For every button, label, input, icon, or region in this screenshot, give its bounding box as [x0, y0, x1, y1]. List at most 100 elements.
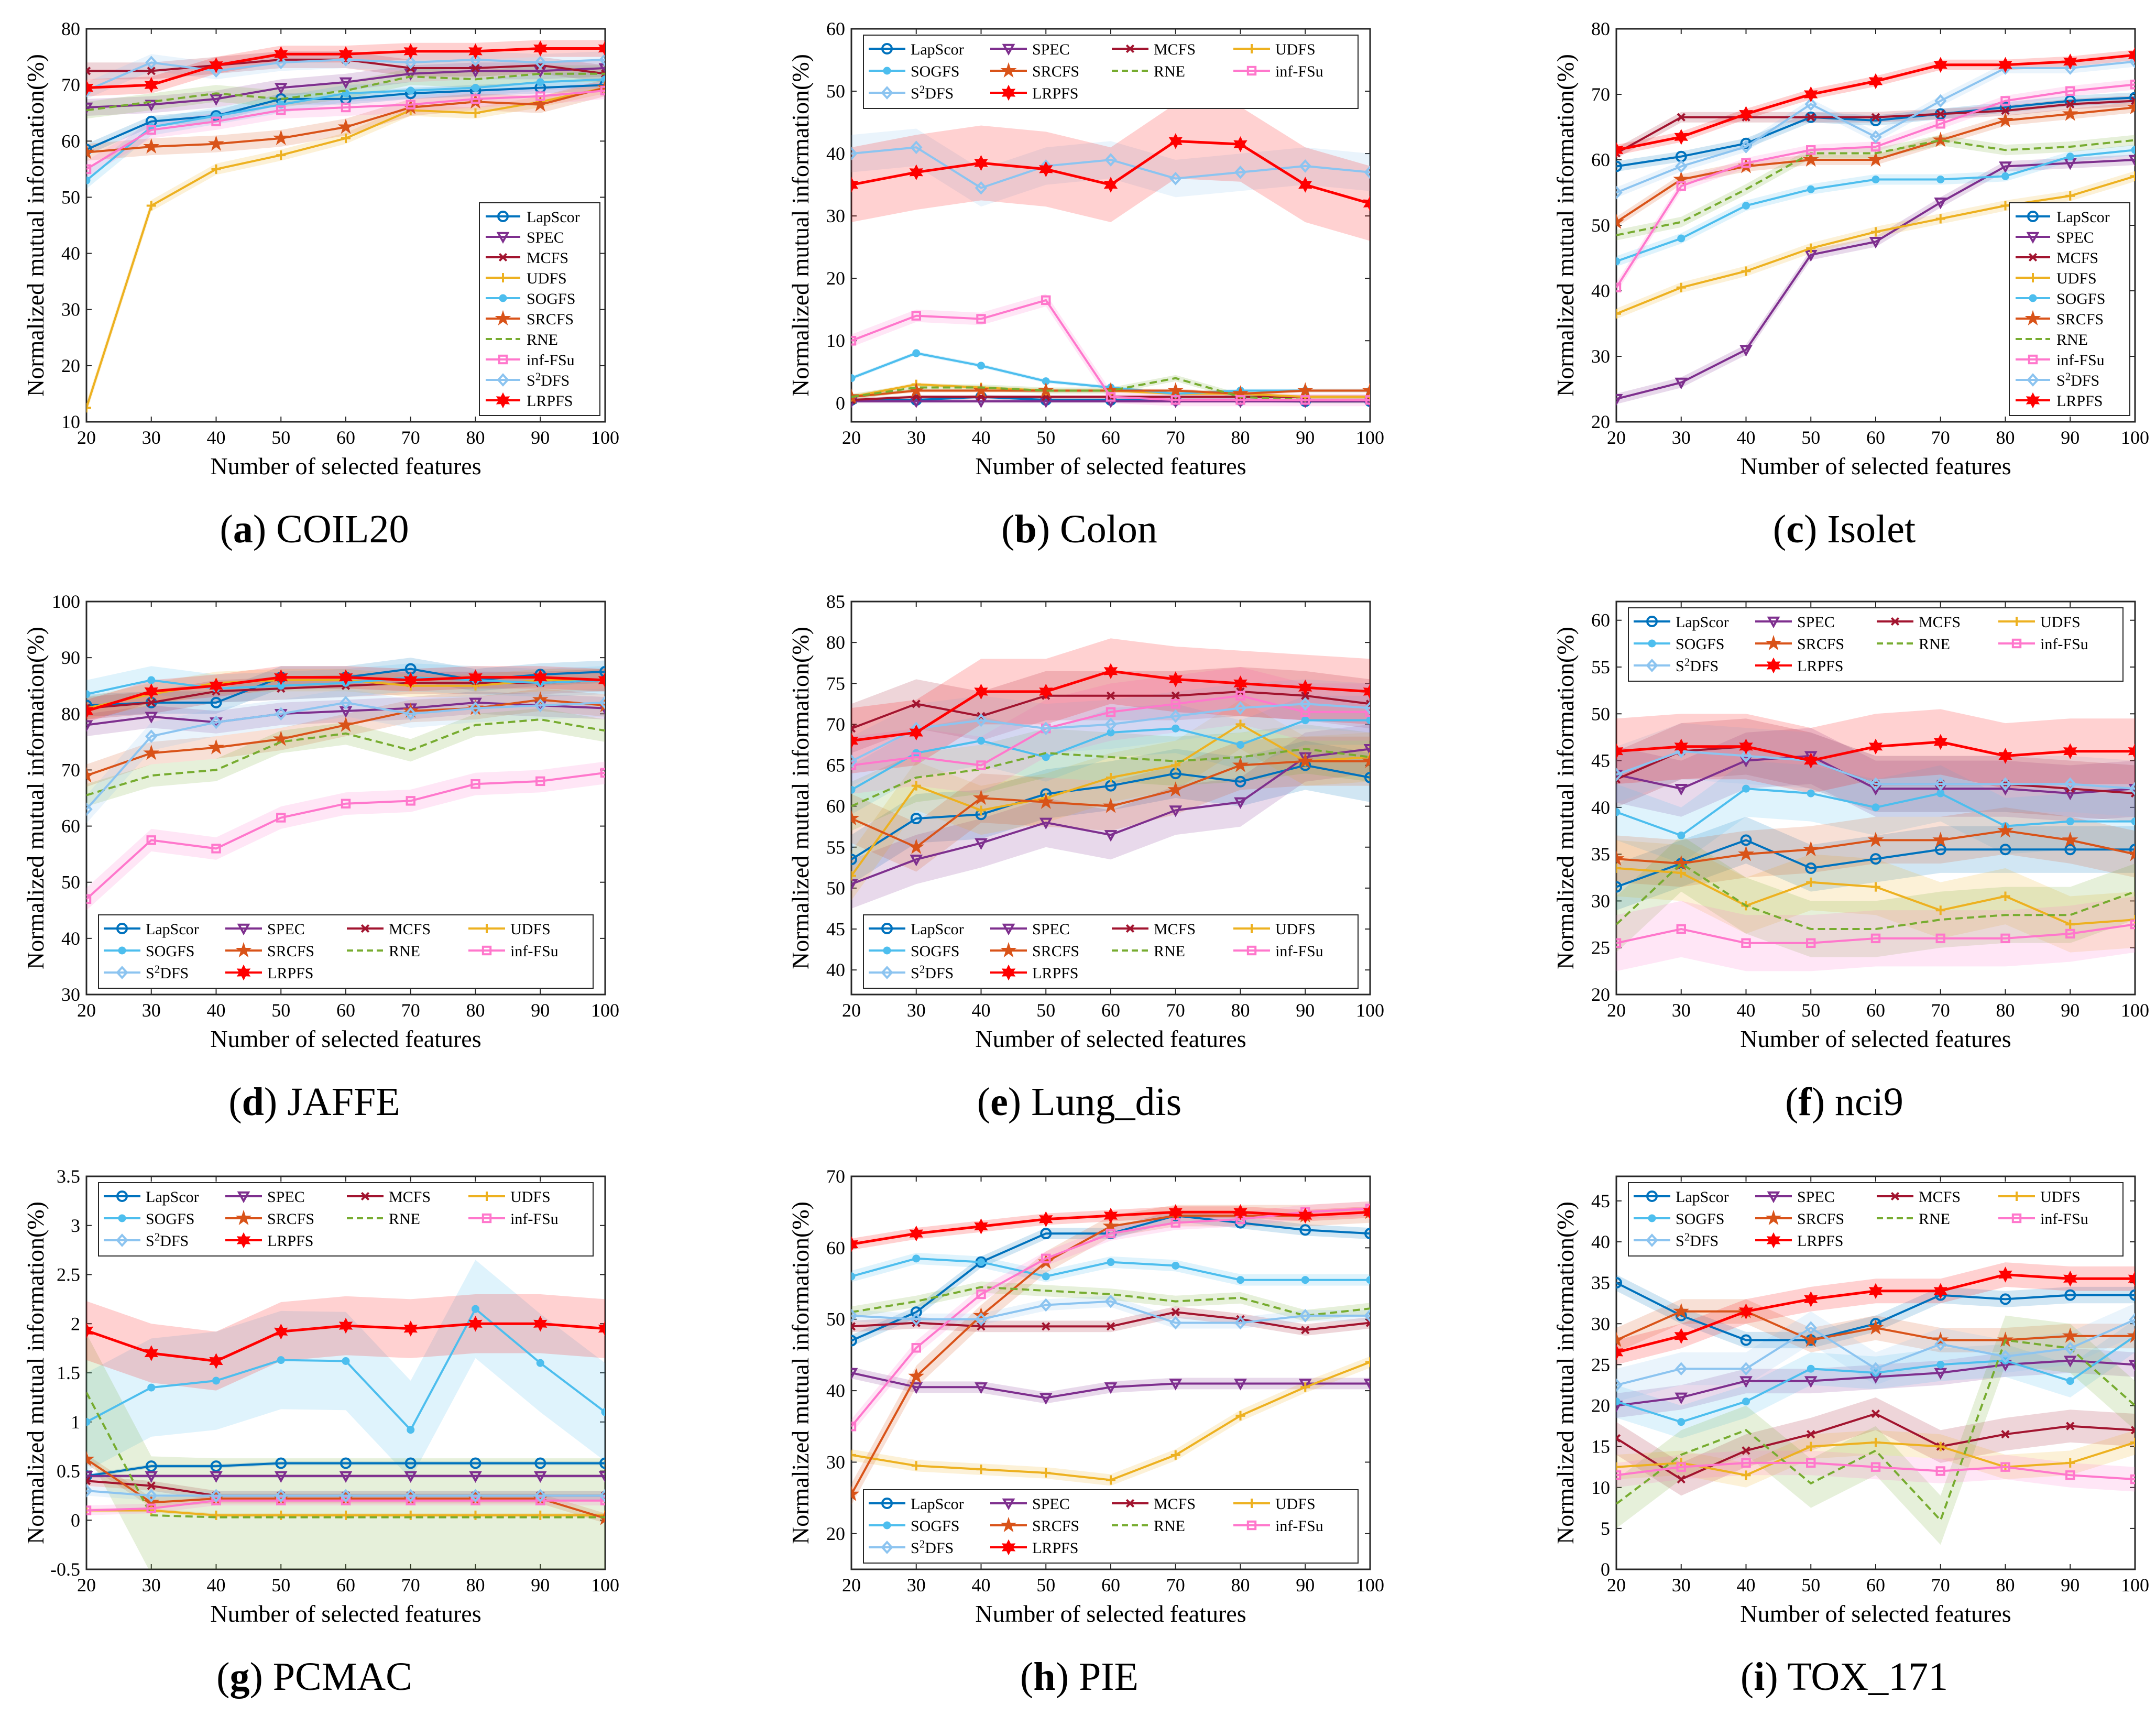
- point-s2dfs: [1616, 768, 1623, 782]
- legend-marker-sogfs: [1648, 639, 1656, 648]
- series-s2dfs: [86, 695, 605, 816]
- point-srcfs: [337, 118, 354, 134]
- point-s2dfs: [1616, 1378, 1623, 1392]
- series-srcfs: [851, 752, 1370, 854]
- legend-item-sogfs: SOGFS: [104, 943, 194, 960]
- point-udfs: [976, 805, 986, 815]
- point-inf-fsu: [535, 91, 545, 101]
- point-sogfs: [2066, 817, 2074, 826]
- plot-area: [851, 1201, 1370, 1505]
- series-inf-fsu: [1616, 80, 2135, 292]
- point-inf-fsu: [146, 835, 156, 845]
- legend-item-srcfs: SRCFS: [225, 1209, 314, 1228]
- legend-marker-lrpfs: [496, 392, 510, 409]
- legend-marker-sogfs: [118, 1214, 126, 1222]
- point-inf-fsu: [1676, 181, 1686, 191]
- point-lapscor: [599, 79, 605, 91]
- y-tick-label: 60: [1591, 149, 1610, 170]
- series-lrpfs: [851, 133, 1370, 212]
- x-tick-label: 30: [1672, 427, 1691, 448]
- y-tick-label: 20: [1591, 984, 1610, 1005]
- series-srcfs: [1616, 822, 2135, 871]
- point-spec: [339, 77, 353, 89]
- legend-label: LapScor: [146, 921, 199, 938]
- point-s2dfs: [1364, 165, 1370, 179]
- legend-item-lrpfs: LRPFS: [1755, 657, 1843, 675]
- point-srcfs: [1997, 822, 2013, 838]
- point-udfs: [211, 1510, 221, 1520]
- point-udfs: [1235, 719, 1245, 729]
- point-sogfs: [851, 1272, 856, 1281]
- legend-label: S2DFS: [146, 963, 189, 982]
- point-sogfs: [147, 676, 156, 684]
- point-sogfs: [2066, 152, 2074, 161]
- point-mcfs: [147, 67, 156, 75]
- line-s2dfs: [1616, 60, 2135, 194]
- legend-item-rne: RNE: [2016, 331, 2088, 348]
- line-rne: [86, 72, 605, 112]
- y-tick-label: 50: [826, 1309, 845, 1330]
- point-sogfs: [407, 1426, 415, 1434]
- legend-marker-spec: [1002, 1498, 1015, 1511]
- y-tick-label: 1: [71, 1412, 80, 1433]
- y-tick-label: 15: [1591, 1436, 1610, 1457]
- legend-item-spec: SPEC: [990, 41, 1070, 58]
- point-inf-fsu: [1041, 1253, 1051, 1264]
- point-lrpfs: [1804, 1291, 1818, 1307]
- point-s2dfs: [340, 1489, 352, 1503]
- legend-item-rne: RNE: [486, 331, 558, 348]
- point-sogfs: [601, 1408, 605, 1416]
- point-mcfs: [147, 698, 156, 707]
- y-tick-label: 0: [836, 392, 845, 413]
- y-axis-label: Normalized mutual information(%): [1552, 54, 1579, 397]
- y-tick-label: 30: [1591, 1313, 1610, 1334]
- point-udfs: [1676, 868, 1686, 878]
- point-spec: [1104, 830, 1118, 842]
- legend-marker-lrpfs: [1001, 964, 1016, 981]
- band-rne: [86, 1334, 605, 1569]
- legend-marker-inf-fsu: [2011, 1213, 2022, 1224]
- legend-item-udfs: UDFS: [1233, 41, 1316, 58]
- series-lrpfs: [1616, 1266, 2135, 1361]
- x-tick-label: 40: [1737, 427, 1756, 448]
- series-rne: [851, 748, 1370, 807]
- legend-marker-s2dfs: [116, 966, 128, 979]
- plot-area: [86, 1260, 605, 1569]
- point-lrpfs: [533, 1316, 548, 1332]
- point-udfs: [535, 1510, 545, 1520]
- point-inf-fsu: [406, 1495, 415, 1505]
- y-tick-label: 30: [1591, 890, 1610, 911]
- legend-label: inf-FSu: [1275, 63, 1323, 80]
- x-tick-label: 30: [142, 1000, 161, 1021]
- legend-label: UDFS: [2056, 270, 2097, 287]
- legend: LapScor SPEC MCFS UDFS SOGFS SRCFS RNE inf-FSu S…: [1628, 607, 2124, 682]
- point-inf-fsu: [1870, 933, 1881, 944]
- series-lrpfs: [851, 663, 1370, 749]
- point-spec: [404, 69, 418, 81]
- legend-marker-lapscor: [116, 1190, 128, 1202]
- y-tick-label: 45: [1591, 1190, 1610, 1211]
- point-lrpfs: [851, 1236, 859, 1252]
- legend-label: SOGFS: [146, 1210, 194, 1228]
- legend-item-mcfs: MCFS: [1877, 1188, 1961, 1206]
- series-rne: [1616, 139, 2135, 236]
- point-lapscor: [210, 1460, 222, 1472]
- point-udfs: [406, 1510, 415, 1520]
- y-tick-label: 2.5: [57, 1264, 80, 1285]
- point-s2dfs: [1299, 1309, 1311, 1323]
- legend: LapScor SPEC MCFS UDFS SOGFS SRCFS RNE inf-FSu S…: [98, 914, 594, 989]
- series-spec: [1616, 155, 2135, 406]
- point-inf-fsu: [211, 1495, 221, 1505]
- x-tick-label: 20: [1607, 427, 1626, 448]
- point-inf-fsu: [2000, 96, 2010, 106]
- point-udfs: [1106, 1475, 1115, 1485]
- point-s2dfs: [975, 1312, 988, 1326]
- point-mcfs: [1106, 691, 1115, 700]
- legend-item-spec: SPEC: [225, 1188, 305, 1206]
- series-mcfs: [1616, 96, 2135, 158]
- band-srcfs: [1616, 102, 2135, 227]
- line-inf-fsu: [1616, 923, 2135, 944]
- legend-label: inf-FSu: [510, 943, 559, 960]
- legend-label: RNE: [1154, 943, 1185, 960]
- point-udfs: [341, 133, 351, 143]
